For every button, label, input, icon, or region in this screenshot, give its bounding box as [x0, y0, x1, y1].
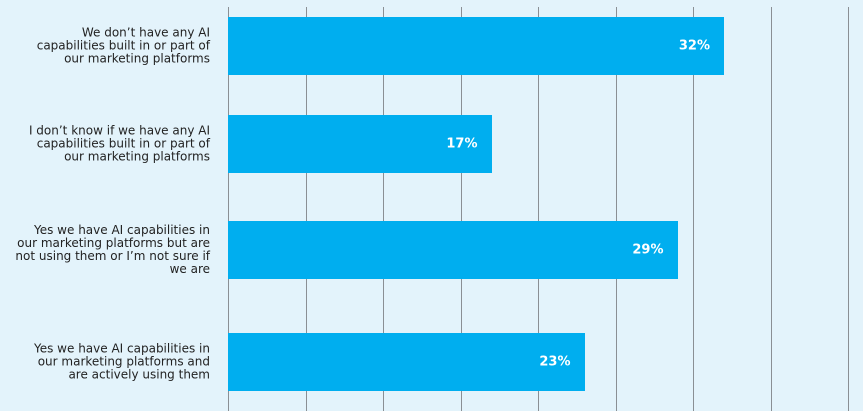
bar: 29% — [228, 221, 678, 279]
grid-line — [306, 7, 307, 411]
category-label: Yes we have AI capabilities in our marke… — [15, 223, 210, 276]
category-label: Yes we have AI capabilities in our marke… — [34, 341, 210, 382]
value-label: 29% — [632, 242, 664, 258]
category-label: We don’t have any AI capabilities built … — [36, 25, 210, 66]
grid-line — [228, 7, 229, 411]
grid-line — [693, 7, 694, 411]
grid-line — [616, 7, 617, 411]
bar: 32% — [228, 17, 724, 75]
grid-line — [461, 7, 462, 411]
bar: 17% — [228, 115, 492, 173]
grid-line — [538, 7, 539, 411]
category-label: I don’t know if we have any AI capabilit… — [28, 123, 210, 164]
value-label: 32% — [678, 38, 710, 54]
value-label: 17% — [446, 136, 478, 152]
bar: 23% — [228, 333, 585, 391]
grid-line — [848, 7, 849, 411]
grid-line — [771, 7, 772, 411]
grid-line — [383, 7, 384, 411]
value-label: 23% — [539, 354, 571, 370]
